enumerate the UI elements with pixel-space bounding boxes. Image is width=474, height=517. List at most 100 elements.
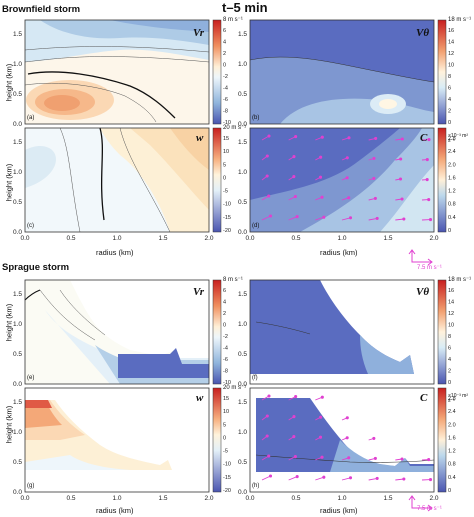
vector-arrow-head (292, 155, 296, 159)
cb-unit-w-bottom: 20 m s⁻¹ (223, 385, 247, 391)
panel-letter-e: (e) (27, 375, 35, 381)
vector-arrow-head (294, 395, 298, 399)
xlabel-right-bottom: radius (km) (320, 506, 358, 515)
panel-letter-g: (g) (27, 483, 35, 489)
colorbar-tick-label: -15 (223, 475, 231, 481)
xlabel-right-top: radius (km) (320, 248, 358, 257)
cb-unit-vt-bottom: 18 m s⁻¹ (448, 277, 472, 283)
x-tick-label: 1.0 (112, 495, 121, 502)
vector-arrow-head (320, 135, 324, 139)
vector-arrow-head (293, 195, 297, 199)
colorbar-tick-label: -5 (223, 449, 228, 455)
x-tick-label: 1.5 (158, 495, 167, 502)
colorbar-tick-label: -10 (223, 202, 231, 208)
x-tick-label: 0.5 (66, 495, 75, 502)
colorbar-tick-label: 0.8 (448, 202, 456, 208)
y-tick-label: 1.0 (13, 321, 22, 328)
panel-a (24, 19, 210, 125)
cb-unit-c-bottom: ×10⁻³ m² s⁻¹ (448, 393, 469, 404)
vector-arrow-head (265, 414, 269, 418)
colorbar-tick-label: 6 (223, 28, 226, 34)
colorbar-tick-label: 2 (223, 51, 226, 57)
x-tick-label: 1.5 (158, 235, 167, 242)
vector-arrow-head (373, 196, 377, 200)
var-label-e: Vr (193, 286, 205, 298)
colorbar-tick-label: 10 (223, 409, 229, 415)
colorbar-tick-label: 2.4 (448, 149, 456, 155)
var-label-g: w (196, 392, 204, 404)
colorbar-tick-label: -5 (223, 189, 228, 195)
colorbar-tick-label: -4 (223, 86, 228, 92)
vector-arrow-head (372, 436, 376, 440)
vector-arrow (261, 475, 271, 481)
vector-arrow (261, 215, 271, 221)
colorbar-tick-label: 6 (223, 288, 226, 294)
colorbar-tick-label: 15 (223, 136, 229, 142)
vector-arrow-head (425, 158, 429, 162)
figure-title: t–5 min (222, 0, 268, 15)
y-tick-label: 0.5 (13, 199, 22, 206)
y-tick-label: 0.0 (13, 489, 22, 496)
colorbar-tick-label: 10 (448, 323, 454, 329)
x-tick-label: 1.5 (383, 235, 392, 242)
y-tick-label: 1.0 (238, 321, 247, 328)
colorbar-tick-label: -6 (223, 97, 228, 103)
x-tick-label: 1.0 (337, 235, 346, 242)
colorbar-tick-label: 8 (448, 74, 451, 80)
colorbar-tick-label: 2.0 (448, 162, 456, 168)
colorbar-tick-label: 0 (223, 63, 226, 69)
vector-arrow-head (427, 138, 431, 142)
vector-field-h (261, 394, 433, 482)
colorbar-tick-label: 6 (448, 346, 451, 352)
cb-unit-vt-top: 18 m s⁻¹ (448, 17, 472, 23)
x-tick-label: 1.5 (383, 495, 392, 502)
panel-letter-c: (c) (27, 223, 34, 229)
colorbar-tick-label: 0 (223, 175, 226, 181)
colorbar-tick-label: 5 (223, 162, 226, 168)
colorbar-tick-label: 0 (448, 488, 451, 494)
vector-arrow-head (267, 454, 271, 458)
y-tick-label: 1.5 (13, 399, 22, 406)
colorbar-tick-label: -2 (223, 334, 228, 340)
colorbar-c-bottom (437, 387, 447, 493)
vector-arrow-head (428, 478, 433, 482)
y-tick-label: 0.5 (13, 91, 22, 98)
vector-arrow-head (294, 135, 298, 139)
colorbar-tick-label: 2 (448, 109, 451, 115)
y-tick-label: 1.5 (13, 139, 22, 146)
vector-arrow-head (320, 455, 324, 459)
axis-ticks: 0.0 0.5 1.0 1.5 0.0 0.5 1.0 1.5 0.0 0.5 1.0 1.5 2.0 0… (13, 28, 456, 502)
colorbar-tick-label: 16 (448, 288, 454, 294)
vector-arrow-head (268, 214, 273, 218)
y-tick-label: 1.5 (238, 399, 247, 406)
var-label-c: w (196, 132, 204, 144)
vector-arrow-head (374, 136, 378, 140)
colorbar-tick-label: 4 (448, 97, 451, 103)
panel-b (249, 19, 435, 125)
panel-letter-d: (d) (252, 223, 260, 229)
x-tick-label: 0.0 (20, 235, 29, 242)
y-tick-label: 0.5 (238, 199, 247, 206)
colorbar-tick-label: 0 (448, 228, 451, 234)
vector-arrow-head (320, 195, 324, 199)
vector-arrow-head (400, 457, 404, 461)
colorbar-tick-label: 1.6 (448, 435, 456, 441)
vector-arrow-head (322, 215, 326, 219)
vector-scale-top (408, 249, 433, 266)
vector-arrow-head (347, 196, 351, 200)
colorbar-tick-label: 2 (448, 369, 451, 375)
panel-letter-h: (h) (252, 483, 260, 489)
vector-arrow-head (428, 218, 433, 222)
x-tick-label: 2.0 (429, 235, 438, 242)
vector-arrow-head (267, 394, 271, 398)
x-tick-label: 0.5 (66, 235, 75, 242)
colorbar-tick-label: 5 (223, 422, 226, 428)
vector-arrow-head (373, 456, 377, 460)
vector-arrow-head (402, 217, 406, 221)
y-tick-label: 1.5 (13, 291, 22, 298)
y-tick-label: 0.5 (238, 91, 247, 98)
x-tick-label: 0.0 (245, 495, 254, 502)
colorbar-w-bottom (212, 387, 222, 493)
vector-arrow-head (318, 435, 323, 439)
